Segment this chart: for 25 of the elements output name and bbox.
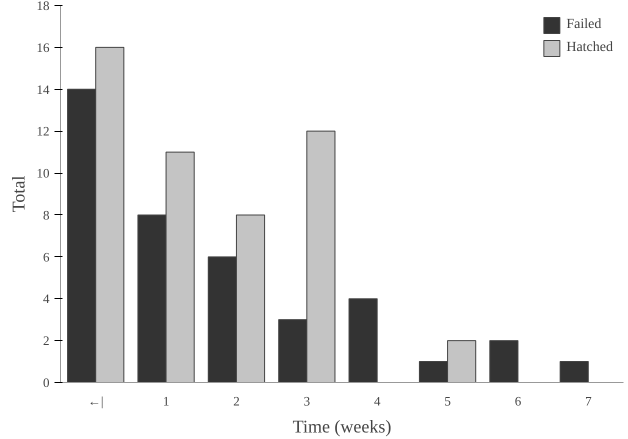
- bar: [348, 298, 378, 382]
- y-tick-label: 8: [43, 207, 50, 222]
- bar: [489, 340, 518, 382]
- y-tick-label: 2: [43, 333, 50, 348]
- x-tick-label: ←|: [88, 394, 104, 408]
- y-tick-label: 0: [43, 375, 50, 390]
- bar: [560, 361, 589, 382]
- legend-label: Failed: [566, 17, 602, 33]
- y-tick-label: 6: [43, 249, 50, 264]
- x-tick-label: 2: [233, 394, 240, 408]
- y-tick-label: 10: [36, 166, 50, 181]
- x-tick-label: 7: [585, 394, 592, 408]
- x-tick-label: 1: [162, 394, 170, 408]
- x-tick-label: 4: [374, 394, 381, 408]
- y-tick-label: 14: [36, 82, 50, 97]
- x-tick-label: 5: [444, 394, 451, 408]
- y-tick-label: 12: [36, 124, 50, 139]
- y-tick-label: 4: [43, 291, 50, 306]
- y-tick-label: 16: [36, 40, 50, 55]
- legend-label: Hatched: [566, 40, 613, 56]
- x-tick-label: 3: [304, 394, 310, 408]
- x-axis-title: Time (weeks): [292, 416, 392, 436]
- y-tick-label: 18: [36, 0, 50, 13]
- x-tick-label: 6: [514, 394, 522, 408]
- y-axis-title: Total: [8, 176, 28, 212]
